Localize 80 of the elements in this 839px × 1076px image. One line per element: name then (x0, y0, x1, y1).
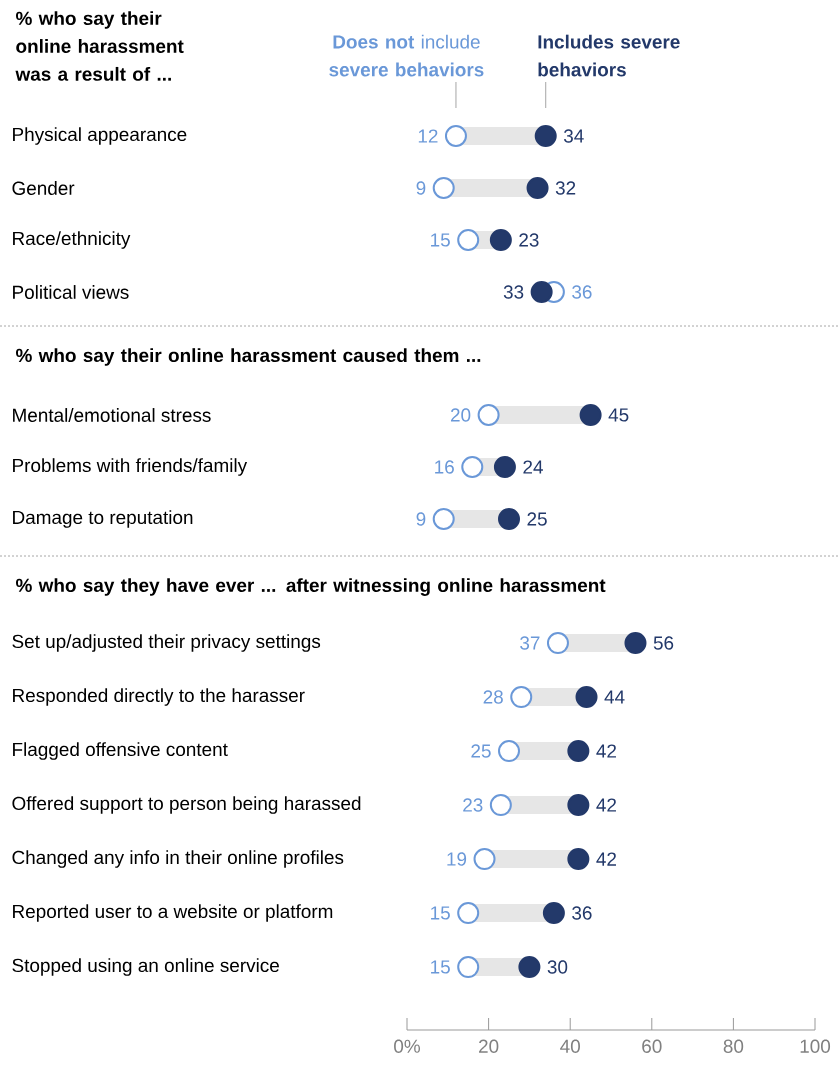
data-label: 16 (435, 460, 454, 474)
point (457, 229, 480, 251)
chart-title: % who say they have ever ... after witnessing online harassment (15, 578, 606, 596)
point (498, 508, 520, 531)
point (567, 794, 590, 817)
data-label: 24 (523, 460, 543, 474)
data-label: 15 (431, 906, 450, 920)
y-tick-label: Responded directly to the harasser (13, 688, 305, 706)
data-label: 42 (596, 852, 616, 866)
data-label: 15 (431, 233, 450, 247)
point (518, 956, 541, 979)
text: Includes severe behaviors (538, 34, 680, 77)
data-label: 42 (596, 798, 616, 812)
data-label: 30 (547, 960, 568, 974)
point (624, 632, 647, 655)
point (461, 456, 484, 479)
point (489, 229, 512, 251)
point (534, 125, 557, 147)
point (546, 632, 569, 655)
data-label: 28 (483, 690, 503, 704)
data-label: 36 (572, 285, 592, 299)
point (489, 794, 512, 817)
x-tick-label: 80 (723, 1039, 744, 1053)
point (526, 177, 549, 199)
point (530, 281, 553, 303)
point (477, 404, 500, 427)
y-tick-label: Gender (12, 181, 75, 195)
data-label: 9 (416, 181, 426, 195)
point (444, 125, 467, 147)
y-tick-label: Changed any info in their online profiles (12, 850, 344, 868)
y-tick-label: Flagged offensive content (13, 742, 228, 760)
data-label: 34 (563, 129, 584, 143)
point (567, 740, 590, 763)
point (542, 902, 565, 925)
point (567, 848, 590, 871)
data-label: 20 (450, 408, 471, 422)
data-label: 56 (653, 636, 674, 650)
text: Does not include severe behaviors (329, 34, 484, 77)
data-label: 36 (572, 906, 592, 920)
data-label: 23 (463, 798, 483, 812)
point (432, 508, 455, 531)
y-tick-label: Offered support to person being harassed (12, 796, 361, 814)
data-label: 19 (447, 852, 467, 866)
point (473, 848, 496, 871)
data-label: 9 (416, 512, 426, 526)
y-tick-label: Race/ethnicity (13, 231, 131, 249)
y-tick-label: Problems with friends/family (13, 458, 248, 476)
point (457, 956, 480, 979)
point (579, 404, 602, 427)
y-tick-label: Mental/emotional stress (13, 408, 211, 422)
y-tick-label: Stopped using an online service (12, 958, 279, 976)
data-label: 25 (527, 512, 547, 526)
y-tick-label: Political views (13, 285, 129, 299)
data-label: 37 (520, 636, 540, 650)
data-label: 32 (555, 181, 576, 195)
y-tick-label: Physical appearance (13, 127, 187, 145)
text: % who say their online harassment caused them ... (15, 348, 481, 366)
y-tick-label: Reported user to a website or platform (13, 904, 333, 922)
x-tick-label: 60 (642, 1039, 662, 1053)
data-label: 42 (596, 744, 616, 758)
y-tick-label: Damage to reputation (13, 510, 193, 528)
data-label: 15 (431, 960, 450, 974)
point (498, 740, 520, 763)
x-tick-label: 40 (560, 1039, 580, 1053)
x-tick-label: 20 (479, 1039, 499, 1053)
data-label: 25 (471, 744, 491, 758)
x-tick-label: 0% (394, 1039, 420, 1053)
point (493, 456, 516, 479)
point (457, 902, 480, 925)
point (575, 686, 598, 709)
text: % who say their online harassment was a result of ... (15, 11, 184, 81)
point (432, 177, 455, 199)
data-label: 33 (503, 285, 524, 299)
data-label: 45 (608, 408, 629, 422)
data-label: 12 (418, 129, 438, 143)
x-tick-label: 100 (800, 1039, 831, 1053)
data-label: 23 (519, 233, 539, 247)
point (510, 686, 533, 709)
data-label: 44 (604, 690, 625, 704)
y-tick-label: Set up/adjusted their privacy settings (12, 634, 321, 652)
